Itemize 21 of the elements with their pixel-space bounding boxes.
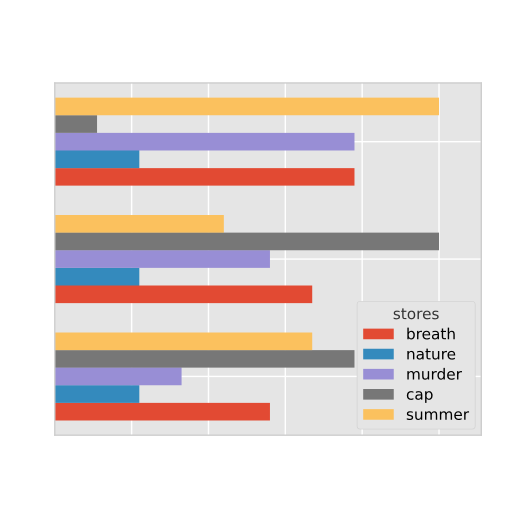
legend-label: nature — [407, 348, 456, 360]
legend-label: murder — [407, 368, 462, 380]
bar — [54, 168, 354, 186]
legend-label: cap — [406, 391, 433, 403]
bar — [54, 285, 312, 304]
legend-label: breath — [407, 328, 455, 340]
bar — [54, 350, 354, 368]
bar — [54, 115, 98, 133]
bar — [54, 250, 270, 268]
bar — [54, 215, 224, 233]
bar — [54, 268, 140, 286]
bar — [54, 402, 270, 421]
legend-title: stores — [394, 308, 439, 320]
bar — [54, 332, 312, 350]
bar — [54, 132, 354, 150]
bar — [54, 368, 182, 386]
bar — [54, 150, 140, 168]
bar — [54, 232, 440, 250]
bar — [54, 98, 440, 116]
bar — [54, 385, 140, 403]
legend-label: summer — [406, 411, 470, 420]
